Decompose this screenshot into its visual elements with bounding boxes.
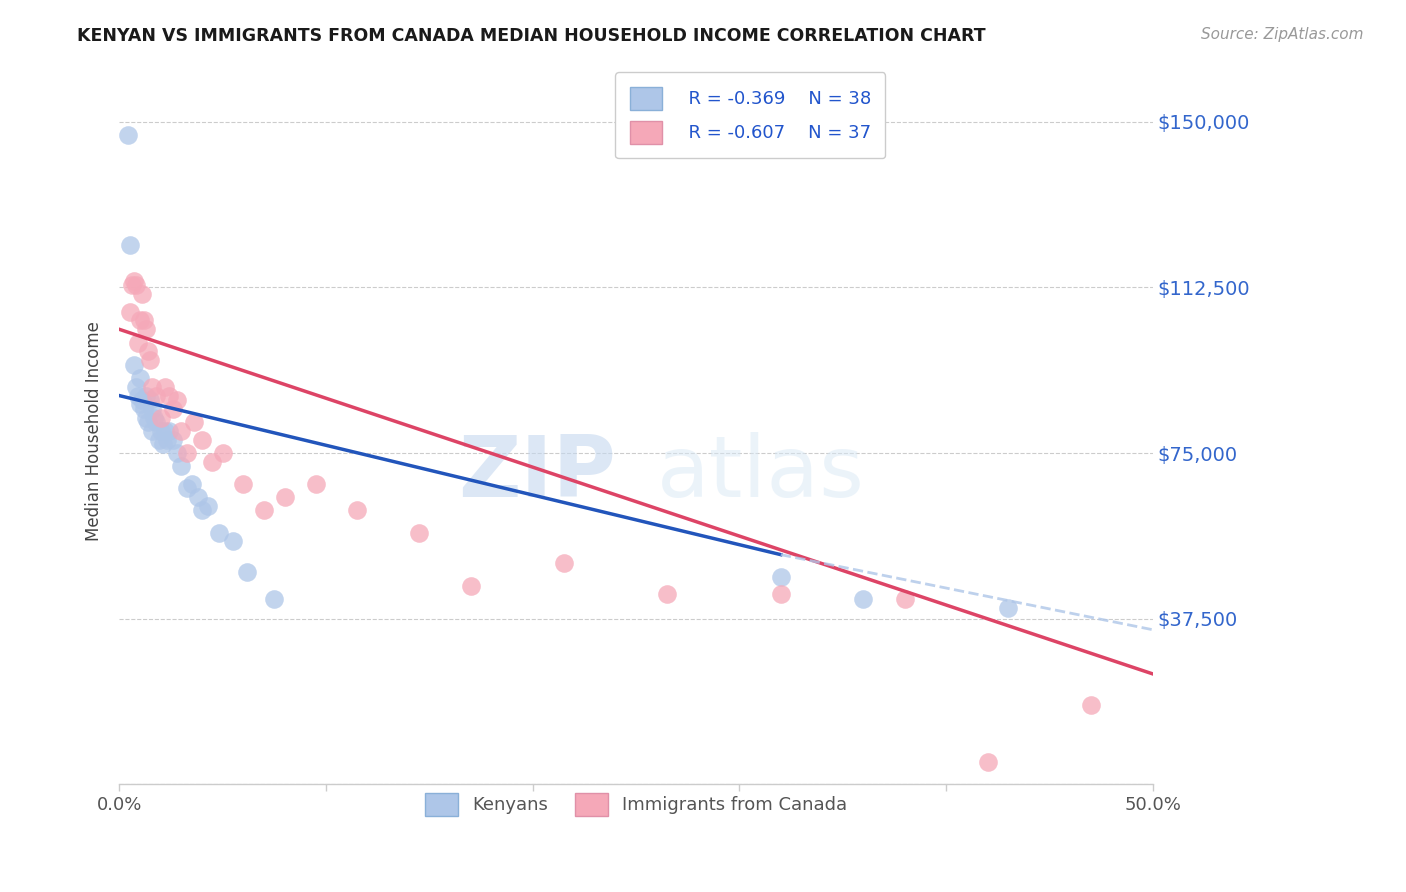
Point (191, 433, 214, 447)
Point (553, 557, 575, 571)
Point (131, 392, 153, 407)
Point (132, 401, 155, 416)
Point (253, 503, 276, 517)
Point (156, 433, 179, 447)
Point (1080, 698, 1102, 712)
Point (141, 380, 163, 394)
Point (170, 424, 193, 438)
Legend: Kenyans, Immigrants from Canada: Kenyans, Immigrants from Canada (416, 784, 856, 825)
Point (346, 503, 368, 517)
Point (162, 433, 184, 447)
Point (408, 525, 430, 540)
Point (129, 313, 152, 327)
Point (125, 278, 148, 293)
Point (207, 525, 229, 540)
Point (121, 278, 143, 293)
Point (183, 415, 205, 429)
Point (125, 380, 148, 394)
Point (176, 482, 198, 496)
Point (305, 477, 328, 491)
Point (139, 392, 162, 407)
Point (162, 401, 184, 416)
Point (132, 313, 155, 327)
Point (136, 344, 159, 359)
Point (655, 587, 678, 601)
Point (197, 499, 219, 513)
Text: atlas: atlas (657, 432, 865, 515)
Point (273, 490, 295, 504)
Text: Source: ZipAtlas.com: Source: ZipAtlas.com (1201, 27, 1364, 42)
Point (145, 415, 167, 429)
Point (148, 433, 170, 447)
Point (166, 446, 188, 460)
Point (166, 392, 188, 407)
Point (129, 397, 152, 411)
Point (117, 128, 139, 142)
Point (232, 477, 254, 491)
Point (170, 459, 193, 474)
Point (127, 335, 149, 350)
Point (118, 238, 141, 252)
Point (135, 410, 157, 425)
Point (141, 424, 163, 438)
Point (118, 304, 141, 318)
Point (122, 274, 145, 288)
Point (136, 415, 159, 429)
Point (143, 410, 166, 425)
Point (153, 380, 176, 394)
Point (852, 591, 875, 606)
Point (122, 358, 145, 372)
Point (211, 446, 233, 460)
Point (127, 388, 149, 402)
Point (263, 591, 285, 606)
Point (997, 600, 1019, 615)
Point (139, 353, 162, 368)
Text: ZIP: ZIP (458, 432, 616, 515)
Point (141, 401, 163, 416)
Point (769, 570, 792, 584)
Point (135, 388, 157, 402)
Point (129, 371, 152, 385)
Point (236, 566, 259, 580)
Point (201, 455, 224, 469)
Point (157, 424, 180, 438)
Point (894, 591, 917, 606)
Point (131, 287, 153, 301)
Point (157, 388, 180, 402)
Point (152, 437, 174, 451)
Point (145, 388, 167, 402)
Point (149, 424, 172, 438)
Point (191, 503, 214, 517)
Point (149, 410, 172, 425)
Point (187, 490, 209, 504)
Point (180, 477, 202, 491)
Point (153, 424, 176, 438)
Point (135, 322, 157, 336)
Point (769, 587, 792, 601)
Point (176, 446, 198, 460)
Text: KENYAN VS IMMIGRANTS FROM CANADA MEDIAN HOUSEHOLD INCOME CORRELATION CHART: KENYAN VS IMMIGRANTS FROM CANADA MEDIAN … (77, 27, 986, 45)
Point (222, 534, 245, 549)
Point (460, 578, 482, 592)
Y-axis label: Median Household Income: Median Household Income (86, 321, 103, 541)
Point (976, 756, 998, 770)
